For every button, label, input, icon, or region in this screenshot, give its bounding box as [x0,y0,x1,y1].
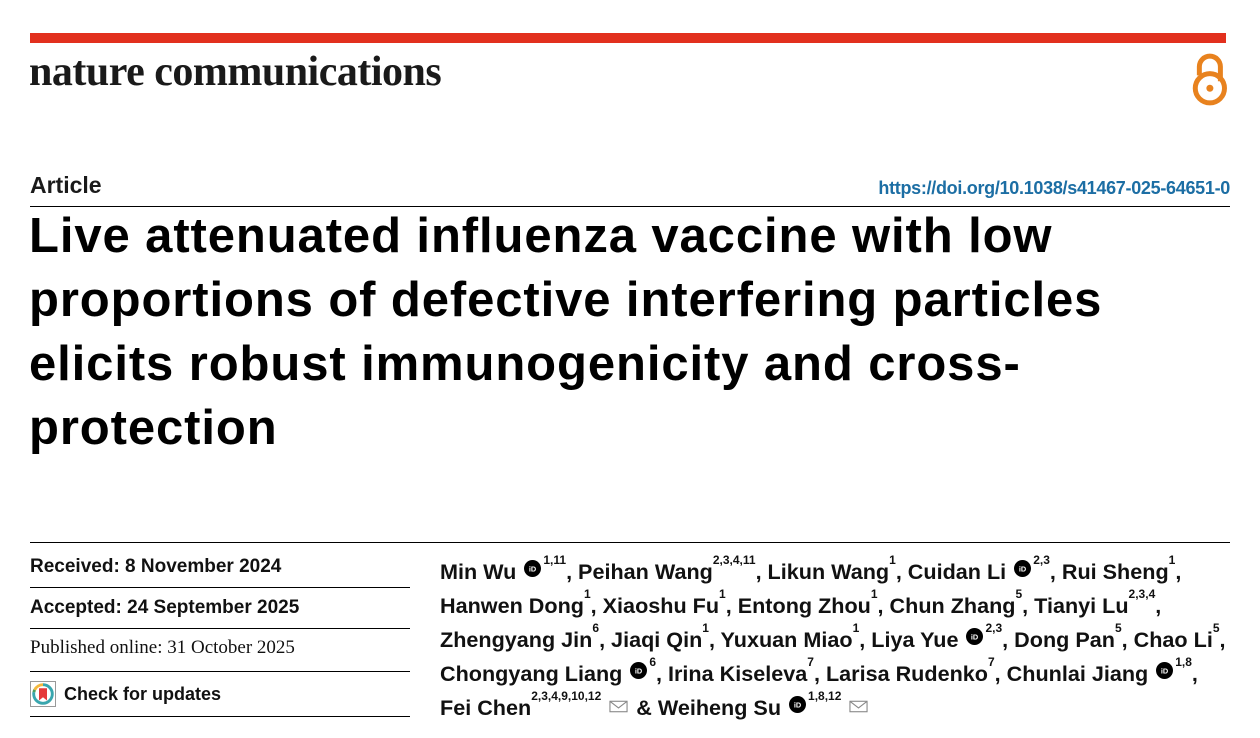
svg-text:iD: iD [1161,666,1168,675]
svg-text:iD: iD [794,700,801,709]
svg-text:iD: iD [635,666,642,675]
svg-text:iD: iD [1019,565,1026,574]
svg-text:iD: iD [529,565,536,574]
svg-text:iD: iD [971,632,978,641]
